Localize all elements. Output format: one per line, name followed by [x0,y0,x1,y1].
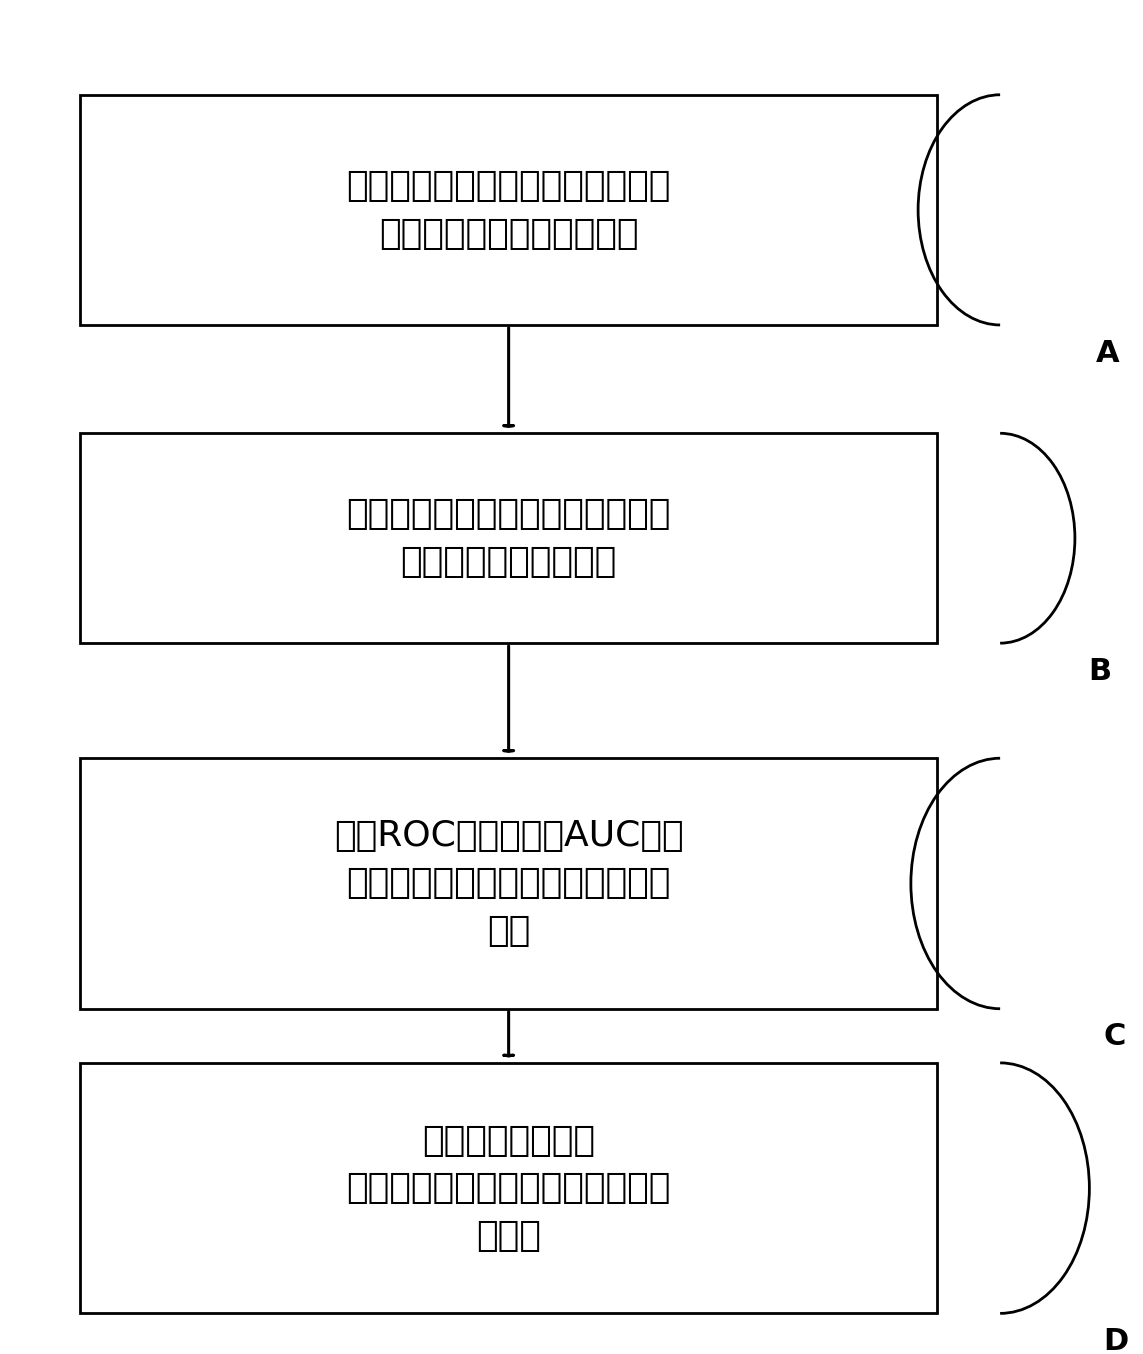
Text: A: A [1096,338,1119,367]
FancyBboxPatch shape [80,433,937,643]
FancyBboxPatch shape [80,95,937,325]
FancyBboxPatch shape [80,758,937,1009]
Text: D: D [1103,1327,1128,1354]
Text: 根据尤登指数确定
能区分麻醉与清醒状态的样本熵观
测阈值: 根据尤登指数确定 能区分麻醉与清醒状态的样本熵观 测阈值 [346,1124,671,1252]
Text: B: B [1088,657,1112,685]
Text: 绘制ROC曲线，利用AUC值选
出区分麻醉与清醒状态能力最强的
信号: 绘制ROC曲线，利用AUC值选 出区分麻醉与清醒状态能力最强的 信号 [334,819,684,948]
Text: 采集实施全身麻醉的病人的前额叶
近红外脑血氧信号进行采集: 采集实施全身麻醉的病人的前额叶 近红外脑血氧信号进行采集 [346,169,671,250]
FancyBboxPatch shape [80,1063,937,1313]
Text: 利用样本熵算法计算不同麻醉状态
下不同信号的样本熵值: 利用样本熵算法计算不同麻醉状态 下不同信号的样本熵值 [346,497,671,580]
Text: C: C [1103,1022,1126,1051]
